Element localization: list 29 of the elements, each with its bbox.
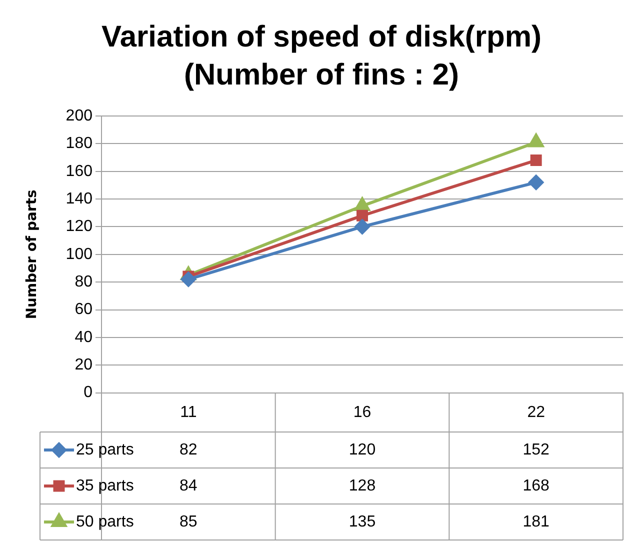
- y-tick-label: 100: [66, 246, 93, 263]
- legend-label: 35 parts: [76, 477, 134, 494]
- legend-label: 50 parts: [76, 513, 134, 530]
- y-tick-label: 0: [84, 384, 93, 402]
- chart-subtitle: (Number of fins : 2): [184, 58, 459, 92]
- data-label: 84: [180, 477, 198, 494]
- y-tick-label: 160: [66, 162, 93, 180]
- data-label: 120: [348, 441, 376, 458]
- y-tick-label: 200: [66, 107, 93, 124]
- y-axis-title: Number of parts: [24, 190, 40, 320]
- chart-title: Variation of speed of disk(rpm): [101, 20, 542, 54]
- y-tick-label: 180: [66, 135, 93, 152]
- data-label: 152: [522, 441, 550, 458]
- data-label: 168: [522, 477, 550, 494]
- y-tick-label: 40: [74, 328, 93, 346]
- data-label: 85: [180, 513, 198, 530]
- y-tick-label: 120: [66, 218, 93, 236]
- x-tick-label: 22: [527, 404, 546, 421]
- y-tick-label: 20: [74, 356, 93, 374]
- y-tick-label: 80: [74, 273, 93, 290]
- data-label: 82: [180, 441, 198, 458]
- y-tick-label: 60: [74, 301, 93, 318]
- data-label: 128: [348, 477, 376, 494]
- legend-label: 25 parts: [76, 441, 134, 458]
- data-label: 135: [348, 513, 376, 530]
- y-tick-label: 140: [66, 190, 93, 208]
- data-label: 181: [522, 513, 550, 530]
- x-tick-label: 16: [353, 404, 372, 421]
- x-tick-label: 11: [180, 404, 197, 421]
